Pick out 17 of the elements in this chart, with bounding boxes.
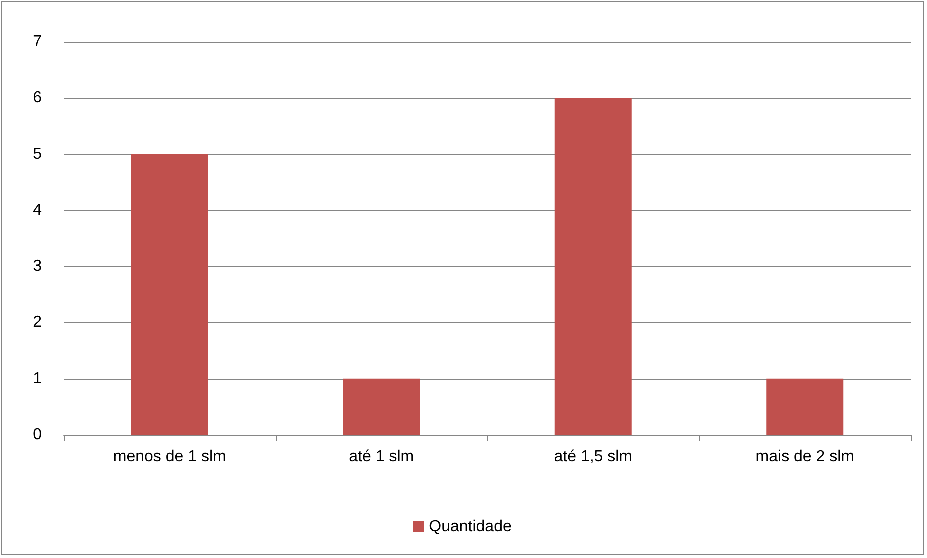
y-tick-label: 4 — [33, 202, 42, 219]
bar — [343, 378, 420, 435]
y-tick-label: 2 — [33, 314, 42, 332]
y-tick-label: 3 — [33, 258, 42, 276]
y-tick-label: 0 — [33, 426, 42, 444]
bar — [766, 378, 844, 435]
y-tick-label: 1 — [33, 370, 42, 388]
bar — [131, 154, 208, 435]
x-tick-label: menos de 1 slm — [113, 448, 226, 466]
legend-label: Quantidade — [429, 518, 512, 536]
x-tick-label: até 1 slm — [349, 448, 414, 466]
y-tick-label: 6 — [33, 90, 42, 107]
y-tick-label: 5 — [33, 146, 42, 163]
bar — [554, 98, 632, 435]
y-tick-label: 7 — [33, 34, 42, 50]
x-tick-label: até 1,5 slm — [554, 448, 633, 466]
x-tick-label: mais de 2 slm — [756, 448, 854, 466]
